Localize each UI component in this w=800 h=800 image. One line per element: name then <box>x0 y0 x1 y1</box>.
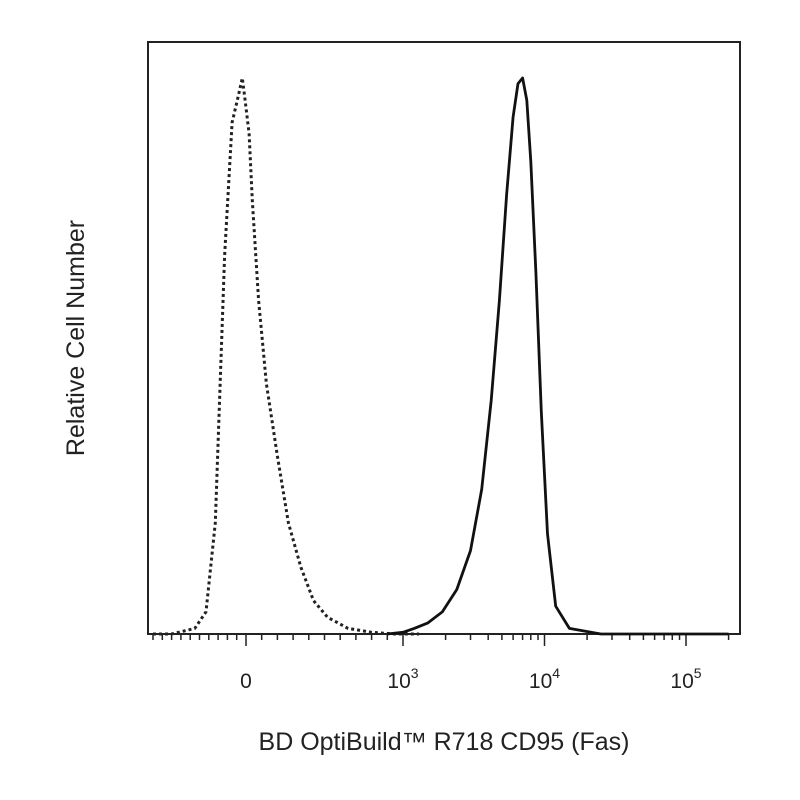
x-tick-label: 104 <box>529 665 560 693</box>
series-line-stained <box>387 76 729 636</box>
x-tick-label: 0 <box>240 670 252 693</box>
plot-frame <box>147 41 741 635</box>
y-axis-title: Relative Cell Number <box>62 220 90 456</box>
series-layer <box>153 76 729 636</box>
x-tick-label: 105 <box>670 665 701 693</box>
series-line-control <box>153 76 420 636</box>
x-axis-title: BD OptiBuild™ R718 CD95 (Fas) <box>259 728 630 756</box>
x-tick-labels: 0 103 104 105 <box>240 665 702 693</box>
x-tick-label: 103 <box>387 665 418 693</box>
x-minor-ticks <box>152 634 730 646</box>
